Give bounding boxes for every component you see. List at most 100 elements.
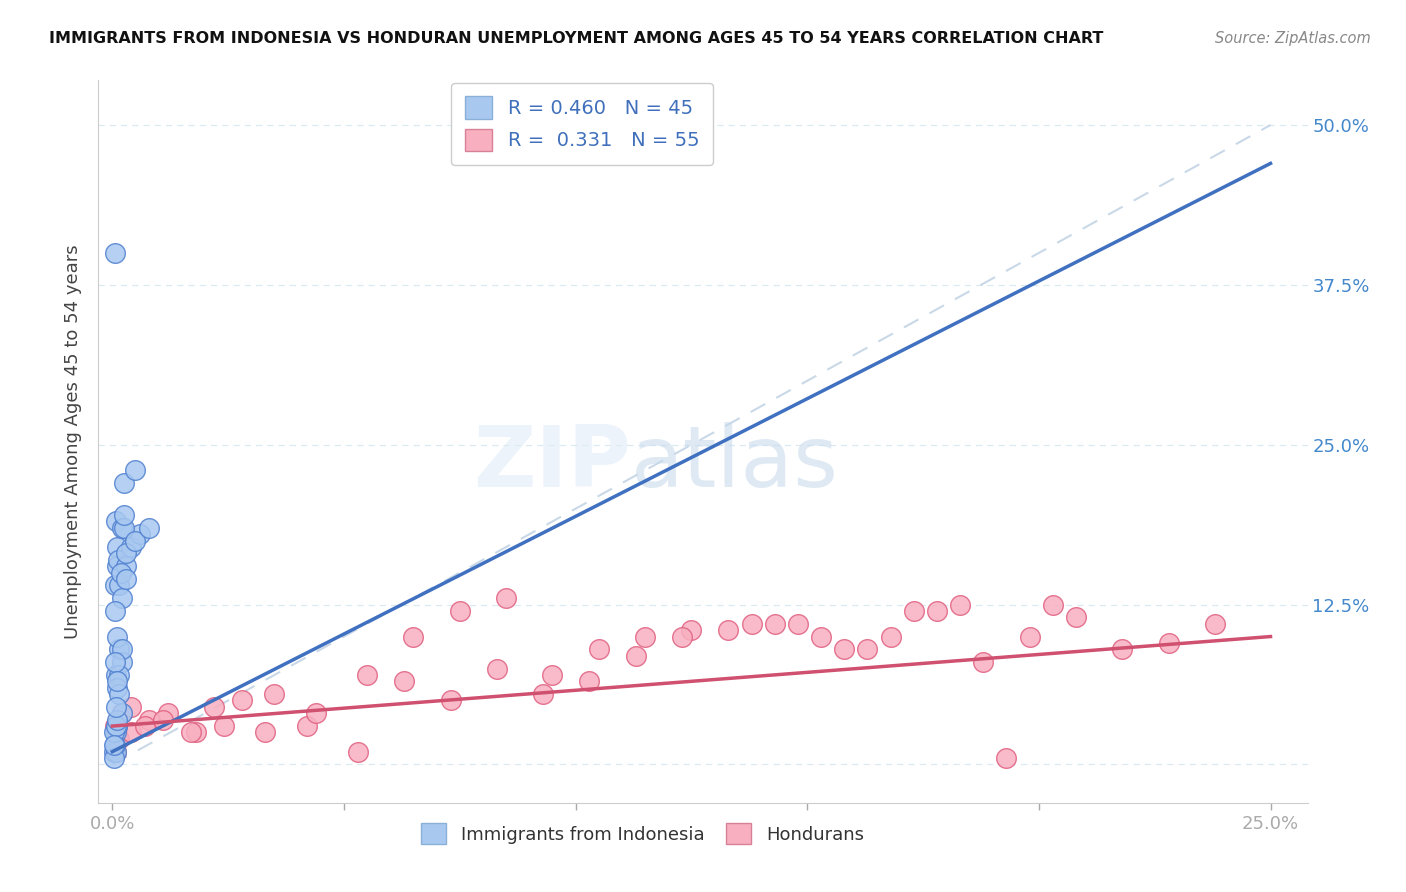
Point [105,725,128,739]
Point [578,674,600,689]
Point [105,725,128,739]
Point [120,699,142,714]
Point [879,630,901,644]
Point [105,745,128,759]
Point [810,630,832,644]
Point [531,687,554,701]
Point [104,719,127,733]
Text: atlas: atlas [630,422,838,505]
Point [972,655,994,669]
Point [103,725,125,739]
Point [541,668,564,682]
Point [115,559,138,574]
Point [110,591,132,606]
Point [110,642,132,657]
Point [485,661,508,675]
Point [105,559,128,574]
Point [295,719,318,733]
Y-axis label: Unemployment Among Ages 45 to 54 years: Unemployment Among Ages 45 to 54 years [63,244,82,639]
Point [212,719,235,733]
Point [104,738,127,752]
Point [903,604,925,618]
Point [588,642,610,657]
Point [129,527,152,541]
Point [110,521,132,535]
Point [124,533,146,548]
Point [120,540,142,554]
Text: Source: ZipAtlas.com: Source: ZipAtlas.com [1215,31,1371,46]
Point [108,731,131,746]
Point [1204,616,1226,631]
Point [105,745,128,759]
Legend: Immigrants from Indonesia, Hondurans: Immigrants from Indonesia, Hondurans [411,813,875,855]
Point [184,725,207,739]
Point [763,616,786,631]
Point [110,566,132,580]
Point [112,521,135,535]
Point [103,745,125,759]
Point [995,751,1018,765]
Point [104,655,127,669]
Point [105,674,128,689]
Point [634,630,657,644]
Point [856,642,879,657]
Point [1042,598,1064,612]
Text: IMMIGRANTS FROM INDONESIA VS HONDURAN UNEMPLOYMENT AMONG AGES 45 TO 54 YEARS COR: IMMIGRANTS FROM INDONESIA VS HONDURAN UN… [49,31,1104,46]
Point [1018,630,1040,644]
Point [104,604,127,618]
Point [356,668,378,682]
Point [681,623,703,637]
Point [105,719,128,733]
Point [402,630,425,644]
Point [110,706,132,721]
Point [104,578,127,592]
Point [105,719,128,733]
Point [103,751,125,765]
Point [347,745,370,759]
Point [156,706,179,721]
Point [105,699,128,714]
Point [787,616,810,631]
Point [124,463,146,477]
Point [134,719,156,733]
Point [104,719,127,733]
Point [717,623,740,637]
Point [949,598,972,612]
Point [108,668,131,682]
Point [449,604,471,618]
Point [105,668,128,682]
Point [439,693,461,707]
Point [180,725,202,739]
Point [107,553,129,567]
Point [392,674,415,689]
Point [152,713,174,727]
Point [741,616,763,631]
Point [305,706,328,721]
Point [925,604,948,618]
Point [495,591,517,606]
Point [103,738,125,752]
Point [108,642,131,657]
Point [105,540,128,554]
Point [120,725,142,739]
Point [105,515,128,529]
Point [105,681,128,695]
Point [112,508,135,522]
Point [231,693,253,707]
Point [105,713,128,727]
Point [104,246,127,260]
Point [110,706,132,721]
Point [138,521,160,535]
Point [671,630,693,644]
Point [624,648,647,663]
Point [110,655,132,669]
Point [115,572,138,586]
Point [1064,610,1087,624]
Point [108,687,131,701]
Point [254,725,277,739]
Point [202,699,225,714]
Point [105,630,128,644]
Point [112,476,135,491]
Point [115,546,138,560]
Point [1157,636,1180,650]
